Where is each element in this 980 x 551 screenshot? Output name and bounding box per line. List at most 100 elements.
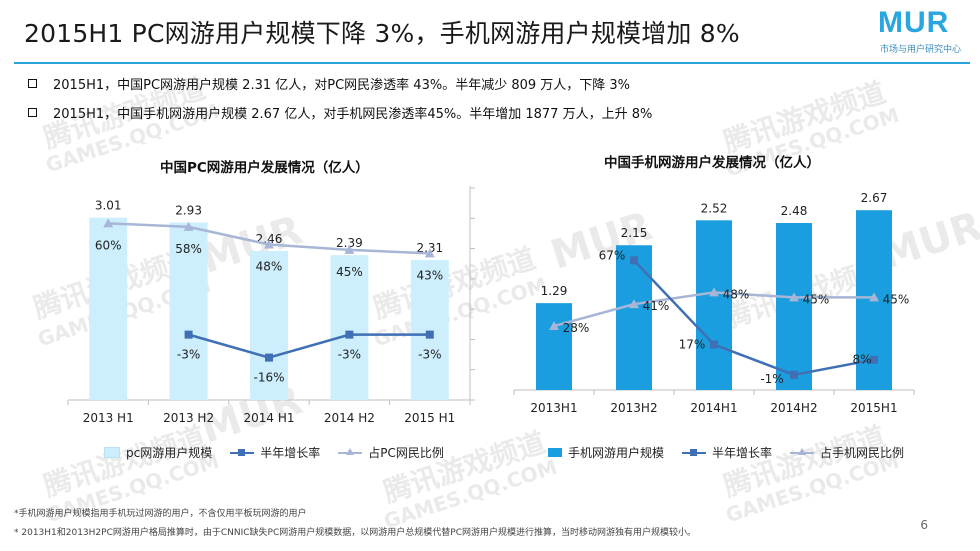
header-divider: [14, 62, 970, 64]
penetration-value-label: 48%: [723, 287, 750, 301]
bullet-pc-text: 2015H1，中国PC网游用户规模 2.31 亿人，对PC网民渗透率 43%。半…: [53, 78, 631, 93]
penetration-marker: [549, 321, 559, 331]
growth-value-label: 8%: [852, 353, 871, 367]
growth-value-label: 67%: [599, 248, 626, 262]
growth-marker: [710, 340, 718, 349]
legend-label: 占PC网民比例: [368, 446, 444, 460]
growth-value-label: -16%: [253, 371, 284, 385]
x-tick-label: 2013H1: [530, 401, 577, 415]
penetration-value-label: 41%: [643, 299, 670, 313]
penetration-value-label: 45%: [803, 292, 830, 306]
penetration-marker: [183, 221, 194, 231]
legend-swatch-line: [338, 447, 363, 458]
bullet-square-icon: [28, 108, 37, 117]
bullet-square-icon: [28, 79, 37, 88]
x-tick-label: 2014 H1: [243, 411, 294, 425]
bar-value-label: 2.31: [416, 241, 443, 255]
bar: [169, 222, 208, 400]
bar-value-label: 1.29: [541, 284, 568, 298]
x-tick-label: 2013H2: [610, 401, 657, 415]
bar: [536, 303, 572, 390]
legend-swatch-line: [790, 447, 815, 458]
x-tick-label: 2014 H2: [324, 411, 375, 425]
footnote-1: *手机网游用户规模指用手机玩过网游的用户，不含仅用平板玩网游的用户: [14, 509, 307, 519]
penetration-value-label: 58%: [175, 242, 202, 256]
logo-mark: MUR: [878, 6, 950, 39]
penetration-value-label: 45%: [883, 292, 910, 306]
penetration-marker: [629, 299, 639, 309]
growth-marker: [345, 330, 354, 339]
mobile-chart-legend: 手机网游用户规模 半年增长率 占手机网民比例: [548, 444, 922, 461]
growth-marker: [265, 353, 273, 362]
page-number: 6: [920, 518, 928, 532]
penetration-marker: [869, 292, 879, 302]
growth-value-label: -3%: [177, 348, 200, 362]
bar: [250, 250, 288, 400]
mobile-chart-title: 中国手机网游用户发展情况（亿人）: [604, 155, 820, 171]
mobile-users-chart: 1.29 2.15 2.52 2.48 2.67 2013H1 2013H2 2014H1 20…: [513, 191, 915, 415]
legend-item-penetration: 占手机网民比例: [790, 444, 904, 461]
penetration-marker: [264, 239, 274, 249]
growth-value-label: -3%: [418, 348, 441, 362]
bar: [776, 223, 812, 390]
bar-value-label: 3.01: [95, 199, 122, 213]
bar: [410, 260, 449, 400]
x-tick-label: 2015 H1: [404, 411, 455, 425]
legend-swatch-bar: [104, 447, 120, 458]
penetration-marker: [789, 292, 799, 302]
penetration-marker: [424, 248, 435, 258]
legend-swatch-bar: [548, 448, 562, 457]
penetration-marker: [709, 287, 719, 297]
legend-item-growth: 半年增长率: [230, 444, 320, 461]
bar-value-label: 2.93: [175, 204, 202, 218]
bar-value-label: 2.39: [336, 236, 363, 250]
penetration-marker: [344, 244, 355, 254]
legend-item-growth: 半年增长率: [682, 444, 772, 461]
bar-value-label: 2.15: [621, 226, 648, 240]
bar: [330, 255, 369, 400]
growth-marker: [790, 370, 798, 379]
growth-value-label: 17%: [679, 338, 706, 352]
x-tick-label: 2013 H2: [163, 411, 214, 425]
legend-label: 半年增长率: [260, 446, 321, 460]
legend-item-penetration: 占PC网民比例: [338, 444, 444, 461]
legend-swatch-line: [230, 448, 255, 458]
bullet-mobile-text: 2015H1，中国手机网游用户规模 2.67 亿人，对手机网民渗透率45%。半年…: [53, 107, 653, 122]
legend-label: 占手机网民比例: [820, 446, 905, 460]
watermark-en: GAMES.QQ.COM: [380, 454, 560, 534]
penetration-value-label: 28%: [563, 321, 590, 335]
penetration-marker: [103, 218, 114, 228]
penetration-value-label: 48%: [256, 260, 283, 274]
pc-chart-legend: pc网游用户规模 半年增长率 占PC网民比例: [104, 444, 462, 461]
x-tick-label: 2014H1: [690, 401, 737, 415]
watermark-cn: 腾讯游戏频道: [719, 75, 890, 160]
bullet-mobile: 2015H1，中国手机网游用户规模 2.67 亿人，对手机网民渗透率45%。半年…: [28, 103, 652, 122]
pc-chart-title: 中国PC网游用户发展情况（亿人）: [160, 160, 369, 176]
growth-marker: [425, 330, 434, 339]
legend-swatch-line: [682, 448, 707, 458]
legend-label: 半年增长率: [712, 446, 773, 460]
growth-marker: [630, 256, 638, 265]
penetration-value-label: 60%: [95, 238, 122, 252]
brand-logo: MUR 市场与用户研究中心: [870, 6, 970, 56]
bar: [616, 245, 652, 390]
legend-item-pc-users: pc网游用户规模: [104, 444, 212, 461]
x-tick-label: 2014H2: [770, 401, 817, 415]
bar-value-label: 2.67: [861, 191, 888, 205]
penetration-value-label: 43%: [416, 268, 443, 282]
bar: [89, 217, 128, 400]
legend-label: 手机网游用户规模: [568, 446, 665, 460]
bar-value-label: 2.48: [781, 204, 808, 218]
x-tick-label: 2015H1: [850, 401, 897, 415]
growth-value-label: -3%: [338, 348, 361, 362]
growth-line: [633, 259, 875, 377]
legend-label: pc网游用户规模: [126, 446, 213, 460]
growth-marker: [870, 355, 878, 364]
growth-value-label: -1%: [760, 372, 783, 386]
footnote-2: * 2013H1和2013H2PC网游用户格局推算时，由于CNNIC缺失PC网游…: [14, 528, 696, 538]
bullet-pc: 2015H1，中国PC网游用户规模 2.31 亿人，对PC网民渗透率 43%。半…: [28, 74, 630, 93]
logo-subtitle: 市场与用户研究中心: [880, 45, 962, 55]
x-tick-label: 2013 H1: [83, 411, 134, 425]
penetration-value-label: 45%: [336, 265, 363, 279]
